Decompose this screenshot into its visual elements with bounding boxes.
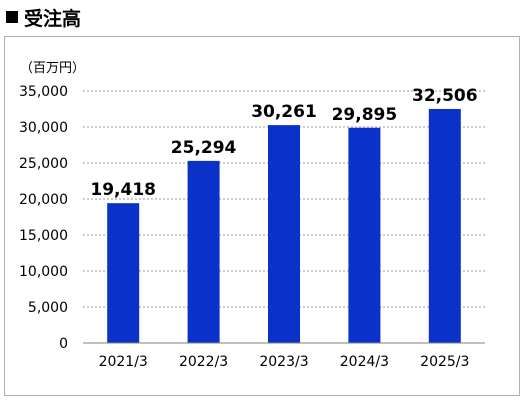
chart-title-text: 受注高 [24,7,82,30]
y-tick-label: 20,000 [19,192,68,208]
x-tick-label: 2023/3 [259,354,308,370]
data-label: 25,294 [171,138,237,158]
y-tick-label: 35,000 [19,84,68,100]
chart-title: 受注高 [6,6,82,30]
y-tick-label: 0 [59,336,68,352]
x-tick-label: 2022/3 [179,354,228,370]
y-axis-unit-label: （百万円） [20,61,85,76]
bar [107,203,140,343]
x-tick-label: 2024/3 [340,354,389,370]
bar [348,127,381,343]
data-label: 19,418 [90,180,156,200]
y-tick-label: 5,000 [28,300,68,316]
data-label: 32,506 [412,86,478,106]
y-tick-label: 25,000 [19,156,68,172]
x-tick-label: 2021/3 [99,354,148,370]
square-bullet-icon [6,11,18,23]
bar [268,125,300,344]
bar [187,160,220,343]
bar [428,108,461,343]
data-label: 30,261 [251,102,317,122]
data-label: 29,895 [332,105,398,125]
x-tick-label: 2025/3 [420,354,469,370]
y-tick-label: 15,000 [19,228,68,244]
y-tick-label: 30,000 [19,120,68,136]
y-tick-label: 10,000 [19,264,68,280]
